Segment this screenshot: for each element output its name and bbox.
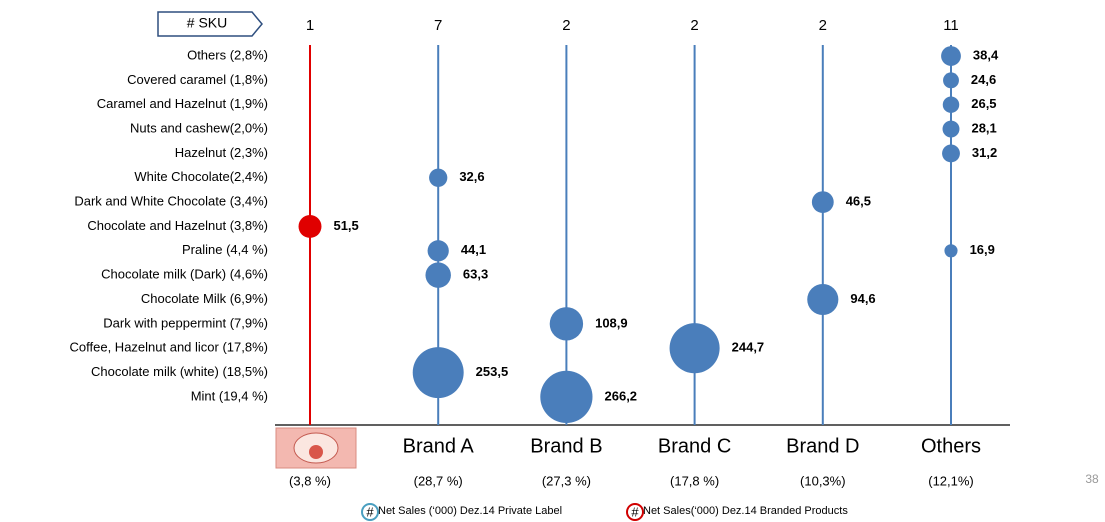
sku-count: 2 (819, 17, 827, 34)
page-number: 38 (1085, 472, 1099, 486)
column-share: (12,1%) (928, 473, 974, 488)
row-label: Mint (19,4 %) (191, 388, 268, 403)
value-label: 46,5 (846, 194, 871, 209)
value-label: 108,9 (595, 315, 628, 330)
bubble (427, 240, 449, 262)
bubble (669, 323, 720, 374)
column-label: Others (921, 435, 981, 457)
value-label: 38,4 (973, 47, 999, 62)
sku-count: 11 (943, 17, 959, 34)
row-label: Chocolate Milk (6,9%) (141, 291, 268, 306)
legend-symbol-ring (361, 503, 379, 521)
sku-header: # SKU (187, 15, 227, 31)
value-label: 266,2 (605, 388, 638, 403)
value-label: 28,1 (971, 120, 996, 135)
value-label: 253,5 (476, 364, 509, 379)
column-share: (28,7 %) (414, 473, 463, 488)
bubble (412, 347, 464, 399)
bubble (811, 191, 834, 214)
column-share: (3,8 %) (289, 473, 331, 488)
row-label: Others (2,8%) (187, 47, 268, 62)
value-label: 94,6 (850, 291, 875, 306)
sku-count: 2 (562, 17, 570, 34)
row-label: Nuts and cashew(2,0%) (130, 120, 268, 135)
bubble (941, 46, 961, 66)
bubble (549, 307, 584, 341)
value-label: 16,9 (970, 242, 995, 257)
column-label: Brand A (403, 435, 475, 457)
bubble (425, 262, 451, 288)
sku-count: 2 (690, 17, 698, 34)
sku-count: 1 (306, 17, 314, 34)
sku-header-box (157, 11, 263, 37)
row-label: Praline (4,4 %) (182, 242, 268, 257)
value-label: 26,5 (971, 96, 996, 111)
column-label: Brand B (530, 435, 602, 457)
value-label: 24,6 (971, 72, 996, 87)
row-label: Dark with peppermint (7,9%) (103, 315, 268, 330)
value-label: 51,5 (333, 218, 358, 233)
row-label: Coffee, Hazelnut and licor (17,8%) (70, 340, 268, 355)
column-share: (17,8 %) (670, 473, 719, 488)
bubble (944, 244, 958, 258)
legend-symbol: # (366, 504, 374, 519)
row-label: Covered caramel (1,8%) (127, 72, 268, 87)
value-label: 32,6 (459, 169, 484, 184)
legend-text: Net Sales (‘000) Dez.14 Private Label (378, 505, 562, 517)
legend-symbol: # (631, 504, 639, 519)
sku-count: 7 (434, 17, 442, 34)
value-label: 244,7 (732, 340, 765, 355)
bubble (942, 144, 960, 163)
row-label: Chocolate milk (white) (18,5%) (91, 364, 268, 379)
bubble (942, 120, 960, 138)
value-label: 44,1 (461, 242, 486, 257)
bubble (540, 370, 593, 424)
bubble (807, 283, 839, 316)
column-label: Brand D (786, 435, 859, 457)
row-label: Chocolate and Hazelnut (3,8%) (87, 218, 268, 233)
legend-symbol-ring (626, 503, 644, 521)
row-label: Chocolate milk (Dark) (4,6%) (101, 267, 268, 282)
bubble (942, 96, 960, 113)
column-share: (10,3%) (800, 473, 846, 488)
legend-text: Net Sales(‘000) Dez.14 Branded Products (643, 505, 848, 517)
row-label: Caramel and Hazelnut (1,9%) (97, 96, 268, 111)
value-label: 63,3 (463, 267, 488, 282)
bubble (943, 72, 959, 89)
row-label: Hazelnut (2,3%) (175, 145, 268, 160)
column-label: Brand C (658, 435, 731, 457)
row-label: White Chocolate(2,4%) (134, 169, 268, 184)
row-label: Dark and White Chocolate (3,4%) (74, 194, 268, 209)
bubble (298, 214, 322, 238)
private-label-logo (275, 427, 357, 469)
value-label: 31,2 (972, 145, 997, 160)
column-share: (27,3 %) (542, 473, 591, 488)
bubble (429, 168, 448, 187)
